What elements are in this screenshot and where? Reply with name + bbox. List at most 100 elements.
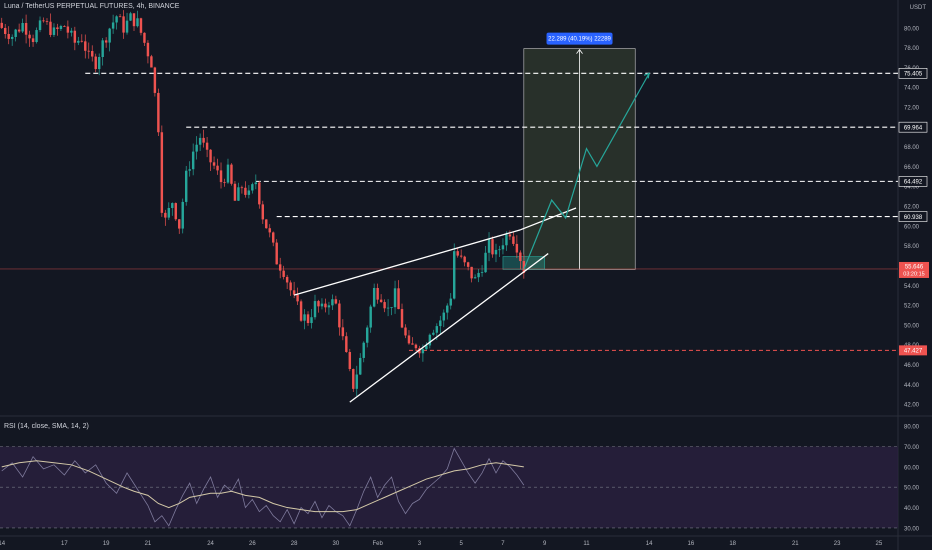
candle-body (66, 26, 70, 33)
candle-body (153, 67, 157, 93)
candle-body (508, 234, 512, 237)
price-tick-label: 78.00 (904, 46, 920, 52)
candle-body (198, 137, 202, 145)
price-tick-label: 64.00 (904, 185, 920, 191)
current-price-tag-bg (899, 261, 929, 278)
candle-body (91, 51, 94, 57)
candle-body (77, 40, 80, 43)
candle-body (348, 352, 352, 370)
candle-body (17, 29, 21, 32)
candle-body (205, 142, 209, 150)
price-tick-label: 72.00 (904, 106, 920, 112)
candle-body (101, 40, 104, 58)
candle-body (164, 212, 167, 218)
target-level-tag: 60.938 (904, 215, 923, 221)
candle-body (317, 301, 320, 307)
time-tick-label: 18 (729, 541, 736, 547)
candle-body (477, 272, 480, 278)
candle-body (428, 334, 432, 346)
candle-body (188, 169, 191, 171)
price-tick-label: 52.00 (904, 304, 920, 310)
time-tick-label: 17 (61, 541, 68, 547)
candle-body (272, 232, 275, 243)
candle-body (10, 36, 14, 39)
candle-body (414, 344, 418, 349)
time-tick-label: 9 (543, 541, 547, 547)
candle-body (393, 288, 397, 308)
candle-body (400, 309, 404, 328)
candle-body (313, 301, 317, 318)
candle-body (278, 264, 282, 271)
candle-body (425, 345, 428, 350)
time-tick-label: 21 (792, 541, 799, 547)
countdown-tag: 03:20:15 (903, 271, 924, 277)
candle-body (289, 282, 292, 291)
candle-body (331, 299, 334, 306)
candle-body (237, 187, 240, 201)
candle-body (219, 170, 223, 183)
candle-body (139, 18, 143, 33)
candle-body (341, 327, 345, 337)
support-level-tag: 47.427 (904, 349, 923, 355)
candle-body (390, 307, 393, 309)
candle-body (397, 288, 400, 310)
wedge-upper-line (293, 229, 521, 296)
rsi-indicator-header[interactable]: RSI (14, close, SMA, 14, 2) (4, 423, 89, 430)
target-level-tag-bg (898, 176, 928, 187)
candle-body (45, 21, 49, 23)
candle-body (449, 298, 452, 306)
candle-body (487, 239, 491, 253)
candle-body (59, 26, 63, 30)
candle-body (324, 303, 327, 308)
candle-body (505, 234, 508, 246)
candle-body (365, 327, 369, 343)
price-tick-label: 58.00 (904, 244, 920, 250)
candle-body (306, 314, 310, 324)
candle-body (310, 317, 313, 324)
candle-body (244, 187, 247, 195)
candle-body (463, 256, 466, 263)
candle-body (160, 132, 164, 213)
candle-body (432, 332, 435, 335)
time-tick-label: 14 (0, 541, 6, 547)
candle-body (470, 266, 473, 279)
rsi-tick-label: 60.00 (904, 465, 920, 471)
candle-body (171, 203, 174, 208)
candle-body (80, 40, 84, 42)
rsi-tick-label: 40.00 (904, 506, 920, 512)
candle-body (49, 21, 52, 35)
candle-body (230, 164, 233, 184)
candle-body (296, 294, 299, 302)
target-level-tag-bg (898, 211, 928, 222)
candle-body (247, 190, 251, 195)
candle-body (386, 307, 390, 309)
candle-body (282, 270, 285, 277)
rsi-line (1, 447, 525, 527)
price-tick-label: 80.00 (904, 26, 920, 32)
candle-body (439, 320, 442, 327)
candle-body (70, 30, 73, 33)
candle-body (31, 38, 35, 43)
candle-body (14, 29, 17, 37)
candle-body (73, 30, 77, 43)
candle-body (254, 182, 258, 185)
candle-body (0, 22, 3, 28)
candle-body (338, 303, 341, 328)
candle-body (268, 228, 271, 233)
candle-body (157, 92, 160, 133)
time-tick-label: 16 (688, 541, 695, 547)
candle-body (87, 50, 90, 52)
candle-body (174, 203, 177, 220)
candle-body (7, 33, 10, 39)
measure-arrow-head (576, 48, 583, 54)
candle-body (111, 22, 115, 29)
candle-body (94, 56, 97, 70)
candle-body (184, 170, 188, 202)
candle-body (261, 204, 265, 220)
candle-body (362, 342, 365, 358)
target-level-tag: 75.405 (904, 72, 923, 78)
price-tick-label: 62.00 (904, 205, 920, 211)
price-tick-label: 46.00 (904, 363, 920, 369)
symbol-header: Luna / TetherUS PERPETUAL FUTURES, 4h, B… (4, 3, 180, 10)
